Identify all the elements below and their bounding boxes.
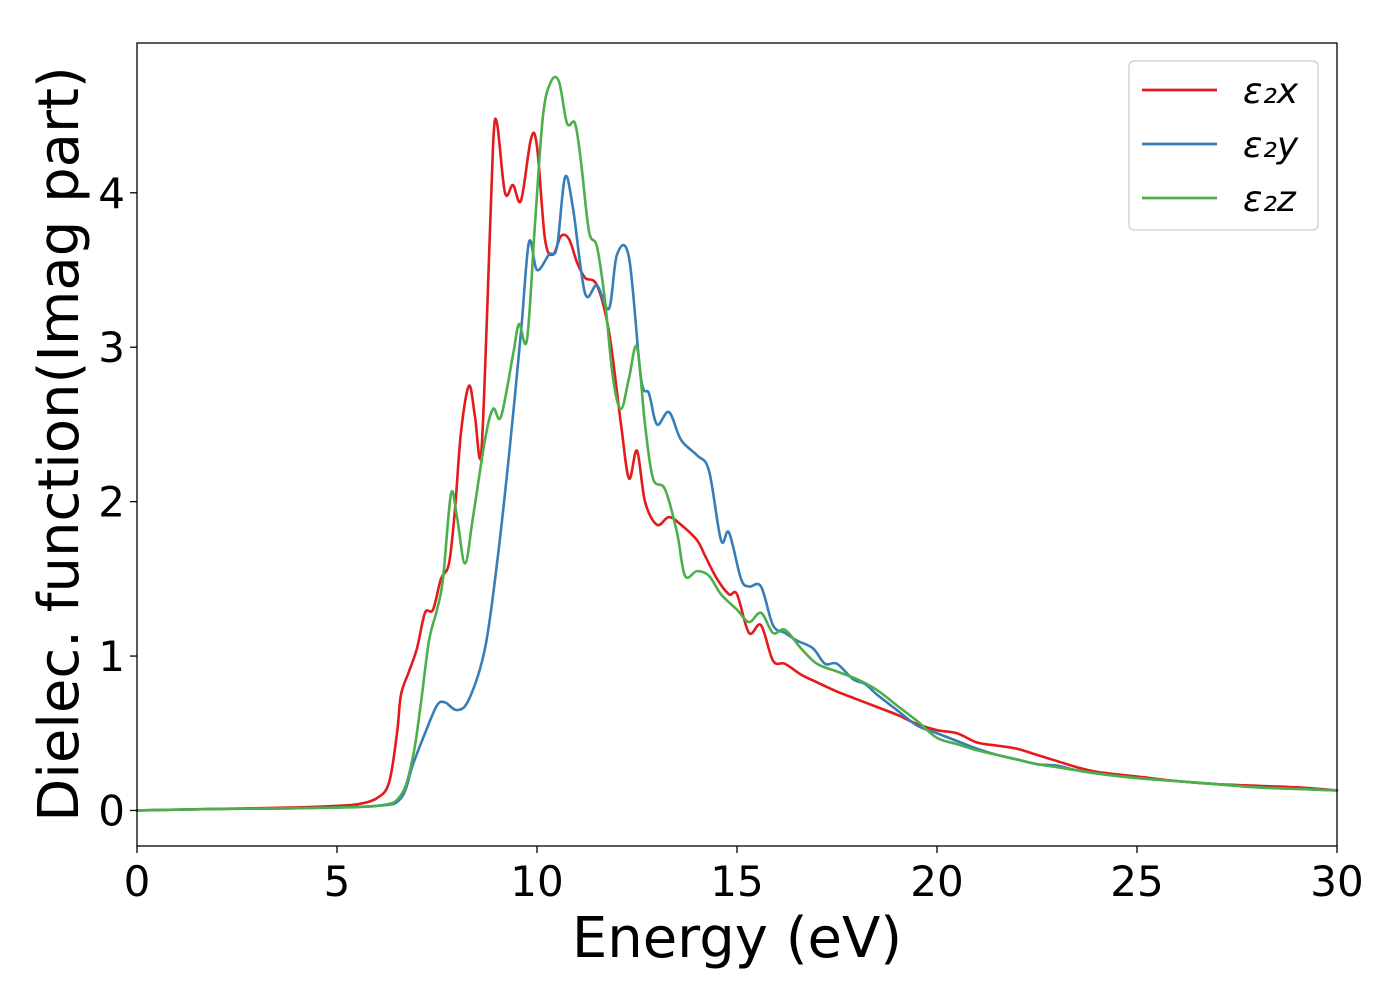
x-tick-label: 25	[1110, 857, 1163, 906]
x-axis-title: Energy (eV)	[572, 906, 902, 971]
legend-label-3: ε₂z	[1243, 179, 1297, 220]
x-tick-label: 5	[324, 857, 351, 906]
x-tick-label: 15	[710, 857, 763, 906]
x-tick-label: 0	[124, 857, 151, 906]
y-tick-label: 2	[98, 478, 125, 527]
x-axis: 0 5 10 15 20 25 30	[124, 846, 1364, 906]
y-tick-label: 1	[98, 632, 125, 681]
legend: ε₂x ε₂y ε₂z	[1128, 60, 1319, 231]
x-tick-label: 20	[910, 857, 963, 906]
x-tick-label: 30	[1310, 857, 1363, 906]
y-tick-label: 3	[98, 323, 125, 372]
legend-entries: ε₂x ε₂y ε₂z	[1142, 71, 1299, 220]
series-line-1	[135, 117, 1339, 812]
y-tick-label: 0	[98, 786, 125, 835]
legend-box	[1128, 60, 1319, 231]
y-axis-title: Dielec. function(Imag part)	[27, 66, 92, 822]
x-tick-label: 10	[510, 857, 563, 906]
legend-label-1: ε₂x	[1243, 71, 1299, 112]
y-tick-label: 4	[98, 169, 125, 218]
series-group	[135, 75, 1339, 812]
y-axis: 0 1 2 3 4	[98, 169, 137, 835]
series-line-3	[135, 75, 1339, 812]
legend-label-2: ε₂y	[1243, 125, 1299, 166]
